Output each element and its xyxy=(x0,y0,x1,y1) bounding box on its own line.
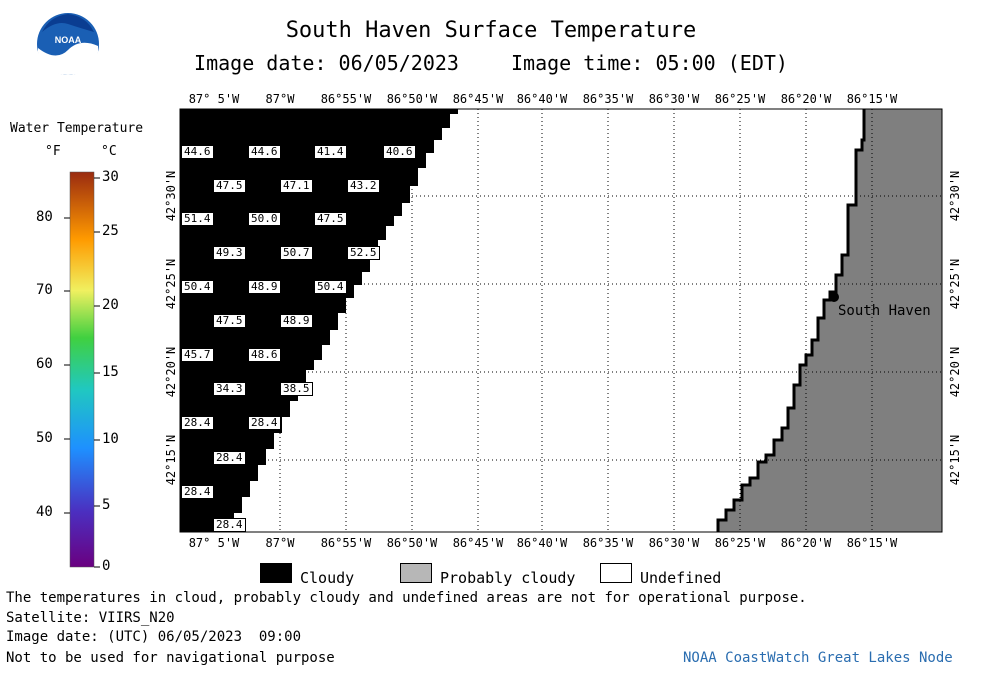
temperature-label: 52.5 xyxy=(347,246,380,260)
longitude-label: 86°25'W xyxy=(714,536,766,550)
temperature-label: 48.9 xyxy=(248,280,281,294)
longitude-label: 86°40'W xyxy=(516,536,568,550)
temperature-label: 28.4 xyxy=(181,416,214,430)
temperature-label: 34.3 xyxy=(213,382,246,396)
latitude-label: 42°25'N xyxy=(164,258,178,310)
temperature-label: 43.2 xyxy=(347,179,380,193)
longitude-label: 87°W xyxy=(265,536,295,550)
land-region xyxy=(718,109,942,532)
temperature-label: 47.5 xyxy=(213,179,246,193)
city-marker xyxy=(829,292,839,302)
longitude-label: 86°45'W xyxy=(452,536,504,550)
temperature-label: 28.4 xyxy=(181,485,214,499)
longitude-label: 86°55'W xyxy=(320,92,372,106)
longitude-label: 86°20'W xyxy=(780,92,832,106)
longitude-label: 86°50'W xyxy=(386,536,438,550)
credit-link[interactable]: NOAA CoastWatch Great Lakes Node xyxy=(683,650,953,666)
longitude-label: 86°50'W xyxy=(386,92,438,106)
temperature-label: 41.4 xyxy=(314,145,347,159)
legend-f-tick: 60 xyxy=(36,356,53,372)
undefined-key-label: Undefined xyxy=(640,569,722,587)
temperature-label: 45.7 xyxy=(181,348,214,362)
temperature-label: 28.4 xyxy=(213,451,246,465)
probably-cloudy-key-label: Probably cloudy xyxy=(440,569,576,587)
legend-unit-f: °F xyxy=(45,144,61,159)
shoreline xyxy=(716,109,866,532)
legend-title: Water Temperature xyxy=(10,121,144,136)
longitude-label: 86°55'W xyxy=(320,536,372,550)
undefined-swatch xyxy=(600,563,632,583)
temperature-label: 51.4 xyxy=(181,212,214,226)
logo-text: NOAA xyxy=(55,35,82,45)
longitude-label: 87°W xyxy=(265,92,295,106)
temperature-label: 50.0 xyxy=(248,212,281,226)
probably-cloudy-swatch xyxy=(400,563,432,583)
legend-unit-c: °C xyxy=(101,144,117,159)
temperature-label: 28.4 xyxy=(248,416,281,430)
legend-c-tick: 5 xyxy=(102,497,111,513)
temperature-label: 40.6 xyxy=(383,145,416,159)
temperature-label: 48.6 xyxy=(248,348,281,362)
latitude-label: 42°30'N xyxy=(164,170,178,222)
legend-c-tick: 10 xyxy=(102,431,119,447)
latitude-label: 42°20'N xyxy=(948,346,962,398)
longitude-label: 86°35'W xyxy=(582,92,634,106)
temperature-label: 50.4 xyxy=(181,280,214,294)
disclaimer: The temperatures in cloud, probably clou… xyxy=(6,590,807,606)
cloudy-swatch xyxy=(260,563,292,583)
legend-c-tick: 20 xyxy=(102,297,119,313)
navigation-warning: Not to be used for navigational purpose xyxy=(6,650,335,666)
cloudy-key-label: Cloudy xyxy=(300,569,355,587)
legend-f-tick: 40 xyxy=(36,504,53,520)
legend-f-tick: 80 xyxy=(36,209,53,225)
legend-color-bar xyxy=(69,171,95,568)
page-title: South Haven Surface Temperature xyxy=(285,18,697,43)
latitude-label: 42°15'N xyxy=(164,434,178,486)
latitude-label: 42°25'N xyxy=(948,258,962,310)
temperature-label: 44.6 xyxy=(248,145,281,159)
temperature-label: 47.1 xyxy=(280,179,313,193)
temperature-label: 47.5 xyxy=(213,314,246,328)
temperature-label: 49.3 xyxy=(213,246,246,260)
legend-c-tick: 30 xyxy=(102,169,119,185)
temperature-label: 50.7 xyxy=(280,246,313,260)
temperature-label: 47.5 xyxy=(314,212,347,226)
latitude-label: 42°30'N xyxy=(948,170,962,222)
image-date: Image date: 06/05/2023 xyxy=(194,51,459,75)
image-time: Image time: 05:00 (EDT) xyxy=(511,51,788,75)
legend-c-tick: 15 xyxy=(102,364,119,380)
subtitle: Image date: 06/05/2023 Image time: 05:00… xyxy=(0,51,982,75)
longitude-label: 86°30'W xyxy=(648,536,700,550)
noaa-logo: NOAA xyxy=(37,13,99,75)
color-legend xyxy=(64,171,100,568)
legend-c-tick: 25 xyxy=(102,223,119,239)
longitude-label: 86°35'W xyxy=(582,536,634,550)
latitude-label: 42°20'N xyxy=(164,346,178,398)
map-border xyxy=(179,108,943,533)
temperature-label: 44.6 xyxy=(181,145,214,159)
temperature-label: 28.4 xyxy=(213,518,246,532)
longitude-label: 86°40'W xyxy=(516,92,568,106)
temperature-label: 38.5 xyxy=(280,382,313,396)
legend-f-tick: 50 xyxy=(36,430,53,446)
temperature-label: 50.4 xyxy=(314,280,347,294)
utc-date: Image date: (UTC) 06/05/2023 09:00 xyxy=(6,629,302,645)
longitude-label: 87° 5'W xyxy=(188,92,240,106)
longitude-label: 86°20'W xyxy=(780,536,832,550)
legend-f-tick: 70 xyxy=(36,282,53,298)
longitude-label: 86°25'W xyxy=(714,92,766,106)
satellite-info: Satellite: VIIRS_N20 xyxy=(6,610,175,626)
longitude-label: 86°15'W xyxy=(846,92,898,106)
longitude-label: 86°15'W xyxy=(846,536,898,550)
temperature-label: 48.9 xyxy=(280,314,313,328)
latitude-label: 42°15'N xyxy=(948,434,962,486)
city-label: South Haven xyxy=(838,303,931,319)
longitude-label: 86°30'W xyxy=(648,92,700,106)
graticule xyxy=(180,109,942,532)
longitude-label: 87° 5'W xyxy=(188,536,240,550)
legend-c-tick: 0 xyxy=(102,558,111,574)
longitude-label: 86°45'W xyxy=(452,92,504,106)
